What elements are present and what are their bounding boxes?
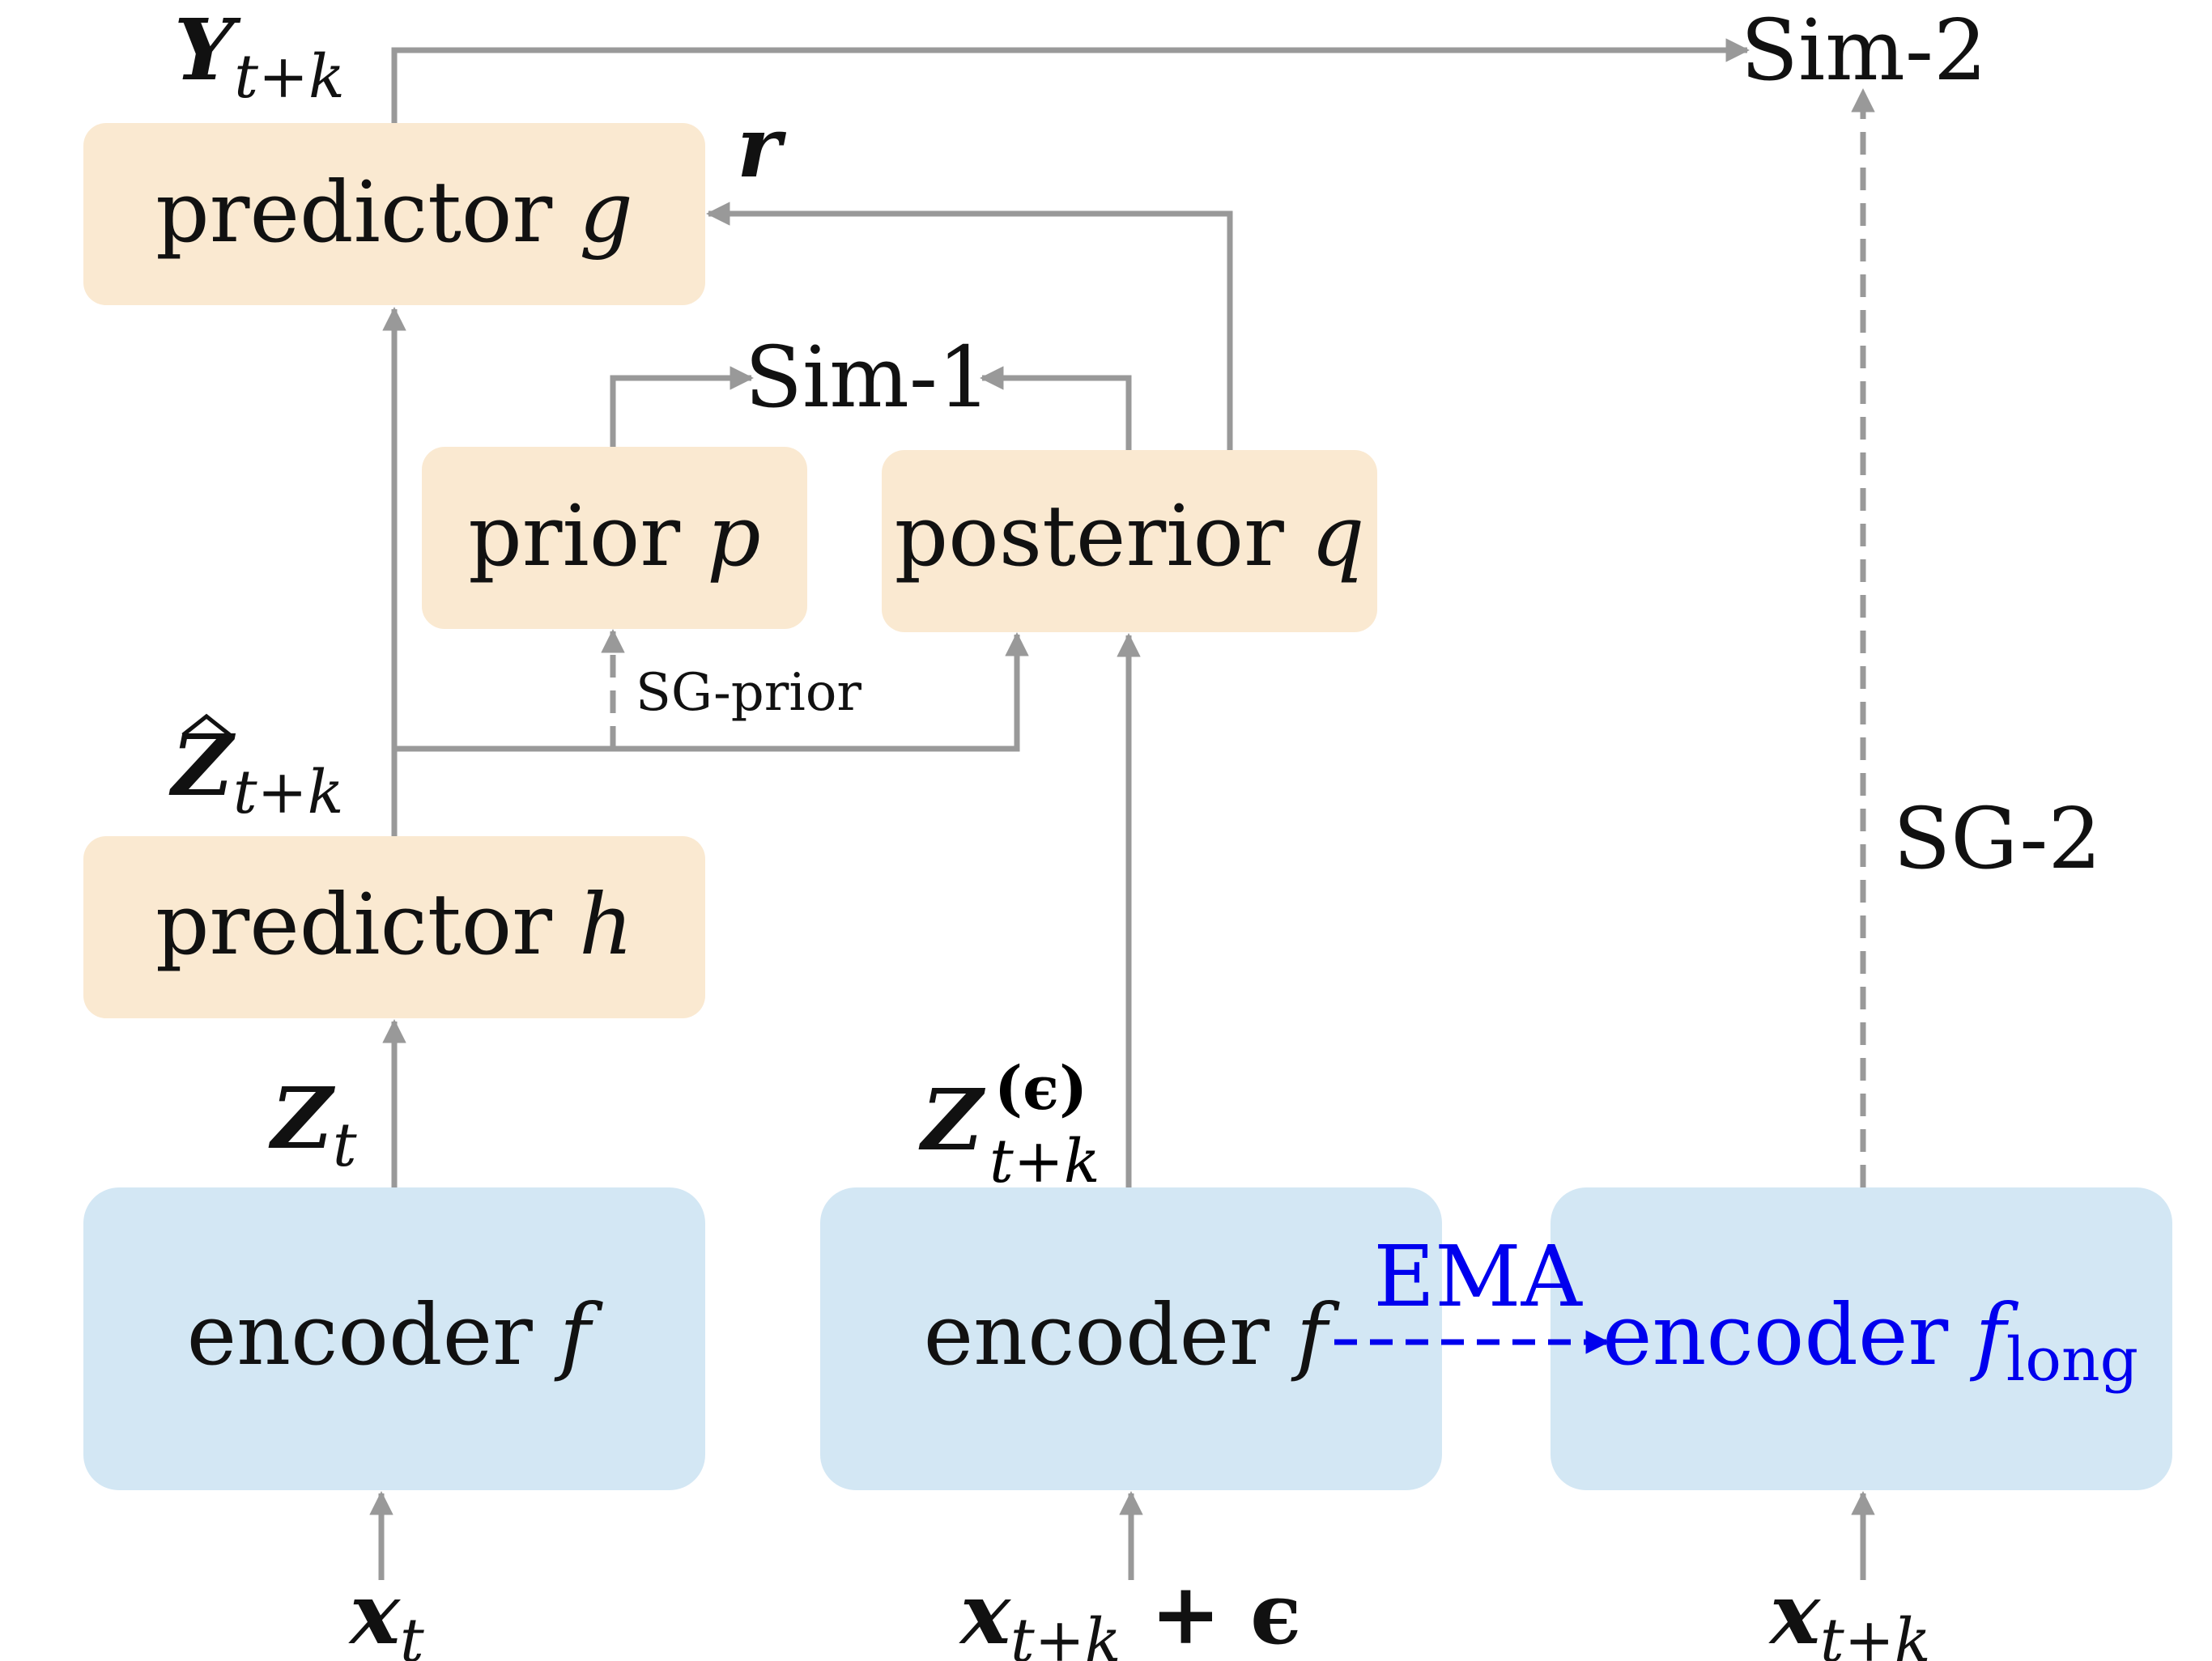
arrow-prior-to-sim1 [610, 366, 754, 447]
predictor-g-label: predictor g [155, 163, 633, 261]
predictor-h-label: predictor h [155, 875, 633, 974]
arrow-zhat-to-posterior [394, 632, 1029, 752]
sg2-label: SG-2 [1893, 789, 2102, 888]
arrow-posterior-to-predictor-g [706, 202, 1233, 450]
arrow-y-to-sim2 [391, 38, 1750, 123]
x1-label: xt [348, 1564, 424, 1661]
zhat-label: Zt+k [168, 716, 344, 827]
sim1-label: Sim-1 [745, 328, 991, 427]
r-label: r [737, 97, 787, 197]
y-label: Yt+k [174, 0, 345, 112]
encoder-f-label-1: encoder f [187, 1285, 603, 1384]
encoder-flong-label: encoder flong [1602, 1285, 2138, 1395]
zhat-hat [181, 713, 232, 737]
encoder-f-box-2 [820, 1187, 1442, 1490]
x3-label: xt+k [1768, 1564, 1931, 1661]
predictor-h-box [83, 836, 705, 1018]
encoder-flong-box [1551, 1187, 2172, 1490]
zt-label: Zt [268, 1068, 357, 1180]
encoder-f-label-2: encoder f [924, 1285, 1340, 1384]
posterior-q-box [882, 450, 1377, 632]
predictor-g-box [83, 123, 705, 305]
zeps-label: Z [918, 1070, 986, 1170]
x2-label: xt+k + ϵ [959, 1564, 1302, 1661]
sg-prior-label: SG-prior [636, 663, 861, 723]
ema-label: EMA [1373, 1227, 1583, 1326]
posterior-q-label: posterior q [895, 486, 1365, 585]
zeps-superscript: (ϵ) [994, 1054, 1087, 1124]
sim2-label: Sim-2 [1741, 1, 1987, 100]
prior-p-label: prior p [468, 486, 761, 585]
prior-p-box [422, 447, 807, 629]
zeps-subscript: t+k [989, 1127, 1100, 1196]
arrow-posterior-to-sim1 [980, 366, 1132, 450]
encoder-f-box-1 [83, 1187, 705, 1490]
